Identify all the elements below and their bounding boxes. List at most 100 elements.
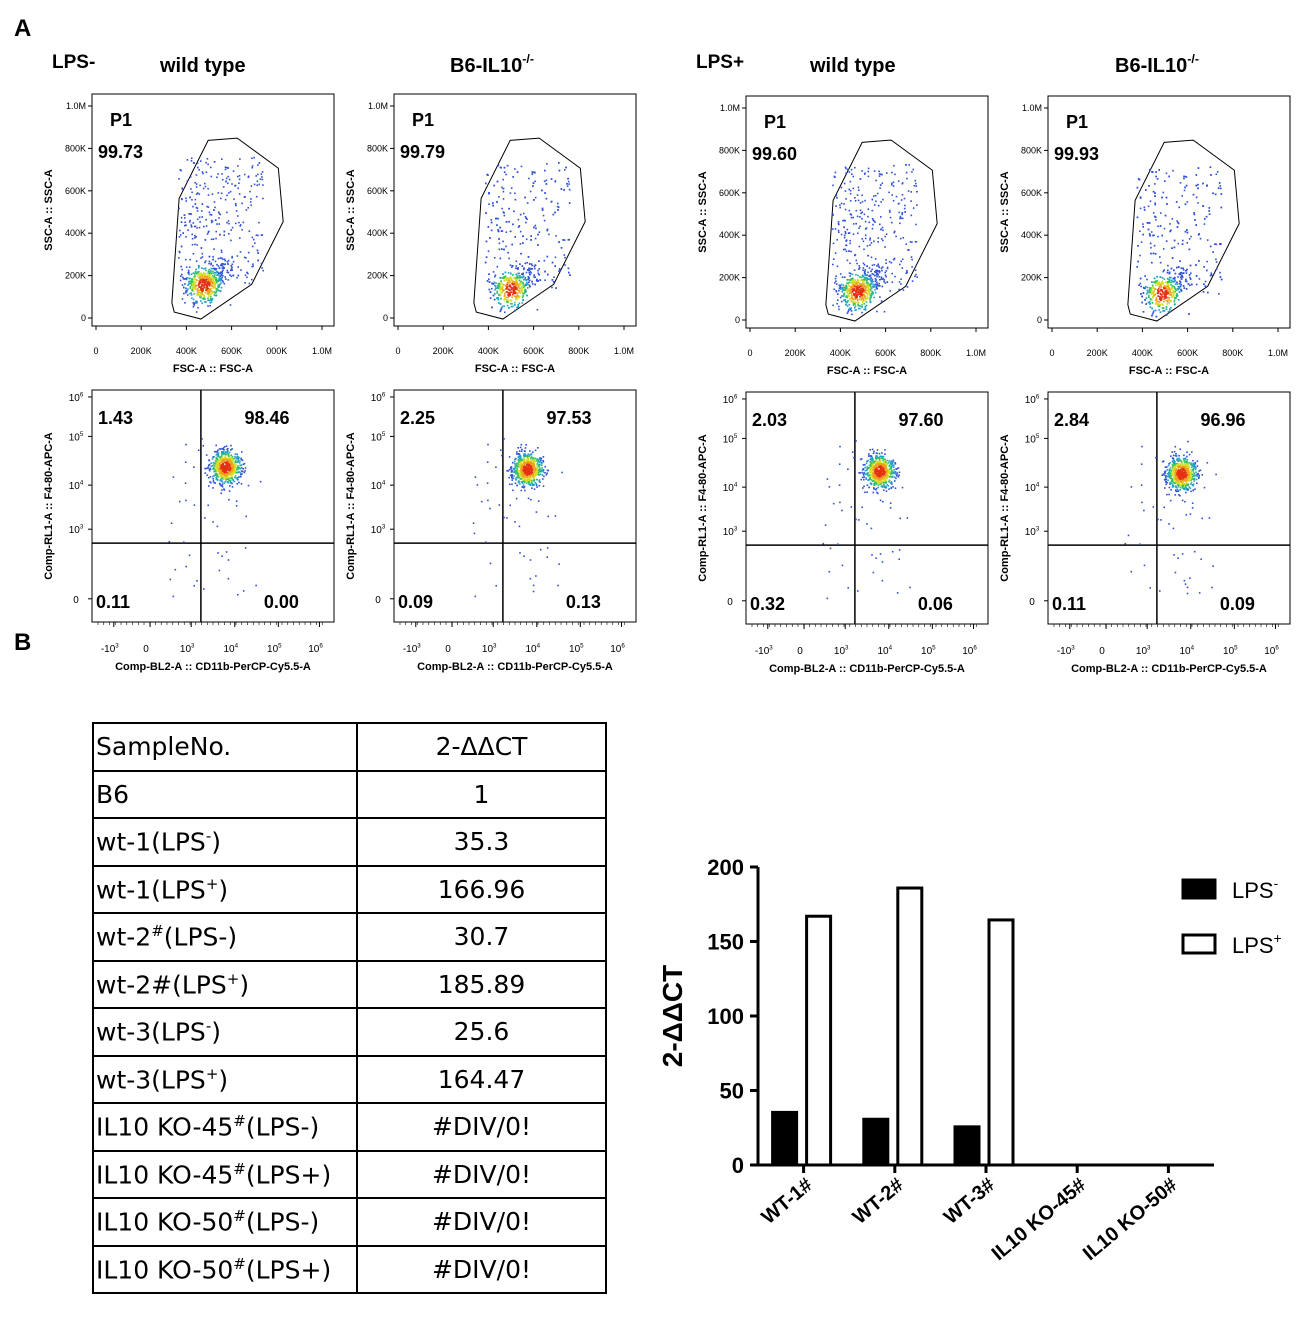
event-dot (895, 195, 898, 198)
event-dot (849, 286, 852, 288)
event-dot (529, 461, 531, 463)
event-dot (205, 284, 208, 286)
event-dot (210, 262, 212, 265)
event-dot (546, 255, 549, 258)
event-dot (232, 479, 235, 482)
event-dot (508, 220, 510, 223)
event-dot (833, 175, 836, 178)
event-dot (220, 469, 222, 472)
gate-polygon (171, 137, 284, 320)
event-dot (527, 455, 529, 458)
event-dot (220, 448, 222, 450)
event-dot (208, 280, 211, 282)
x-tick-label: 200K (131, 346, 152, 356)
event-dot (528, 177, 530, 180)
event-dot (247, 207, 249, 209)
event-dot (537, 233, 539, 236)
event-dot (496, 217, 498, 220)
event-dot (509, 292, 512, 294)
event-dot (884, 468, 887, 470)
event-dot (497, 285, 500, 287)
event-dot (224, 477, 227, 479)
event-dot (885, 466, 888, 468)
event-dot (254, 242, 256, 244)
event-dot (200, 296, 202, 299)
event-dot (515, 296, 517, 299)
event-dot (854, 281, 856, 283)
event-dot (215, 277, 217, 279)
event-dot (201, 284, 203, 286)
event-dot (511, 483, 513, 486)
event-dot (538, 260, 540, 262)
x-tick-label: 103 (180, 643, 195, 656)
event-dot (521, 476, 524, 479)
event-dot (237, 471, 240, 474)
event-dot (231, 461, 234, 464)
event-dot (534, 482, 537, 484)
event-dot (876, 270, 878, 273)
event-dot (517, 306, 519, 308)
event-dot (536, 470, 538, 473)
event-dot (866, 484, 869, 486)
event-dot (875, 456, 877, 459)
event-dot (878, 170, 880, 173)
event-dot (500, 282, 502, 284)
event-dot (889, 507, 892, 509)
event-dot (566, 183, 568, 185)
event-dot (851, 285, 854, 287)
event-dot (204, 298, 206, 300)
event-dot (189, 280, 191, 283)
event-dot (901, 213, 903, 216)
event-dot (180, 275, 182, 277)
event-dot (229, 466, 231, 468)
event-dot (198, 277, 201, 279)
event-dot (532, 467, 534, 469)
event-dot (520, 282, 522, 285)
event-dot (258, 162, 261, 164)
event-dot (546, 472, 548, 474)
event-dot (526, 470, 529, 472)
event-dot (231, 255, 233, 258)
event-dot (197, 449, 200, 451)
event-dot (186, 159, 189, 161)
event-dot (197, 293, 199, 295)
event-dot (870, 455, 872, 457)
event-dot (530, 263, 533, 265)
event-dot (531, 460, 533, 462)
event-dot (501, 454, 503, 457)
event-dot (507, 296, 509, 299)
event-dot (185, 287, 187, 290)
event-dot (212, 264, 214, 267)
event-dot (854, 294, 857, 296)
event-dot (214, 281, 216, 283)
event-dot (868, 453, 870, 455)
event-dot (220, 249, 223, 252)
event-dot (219, 472, 222, 474)
event-dot (877, 481, 880, 484)
event-dot (883, 460, 885, 463)
event-dot (852, 304, 855, 306)
event-dot (533, 461, 536, 464)
event-dot (847, 288, 849, 291)
event-dot (215, 444, 217, 447)
event-dot (496, 224, 498, 226)
event-dot (516, 484, 518, 487)
event-dot (873, 240, 875, 243)
event-dot (522, 478, 524, 480)
event-dot (846, 279, 849, 281)
event-dot (861, 200, 864, 203)
event-dot (241, 470, 244, 473)
event-dot (199, 275, 202, 278)
event-dot (218, 275, 221, 278)
event-dot (487, 499, 489, 502)
event-dot (537, 464, 540, 466)
event-dot (849, 192, 852, 195)
event-dot (522, 242, 524, 244)
event-dot (511, 296, 513, 298)
event-dot (194, 225, 197, 228)
event-dot (178, 500, 181, 503)
event-dot (236, 476, 239, 479)
event-dot (883, 486, 886, 489)
event-dot (906, 270, 908, 272)
event-dot (209, 281, 211, 283)
